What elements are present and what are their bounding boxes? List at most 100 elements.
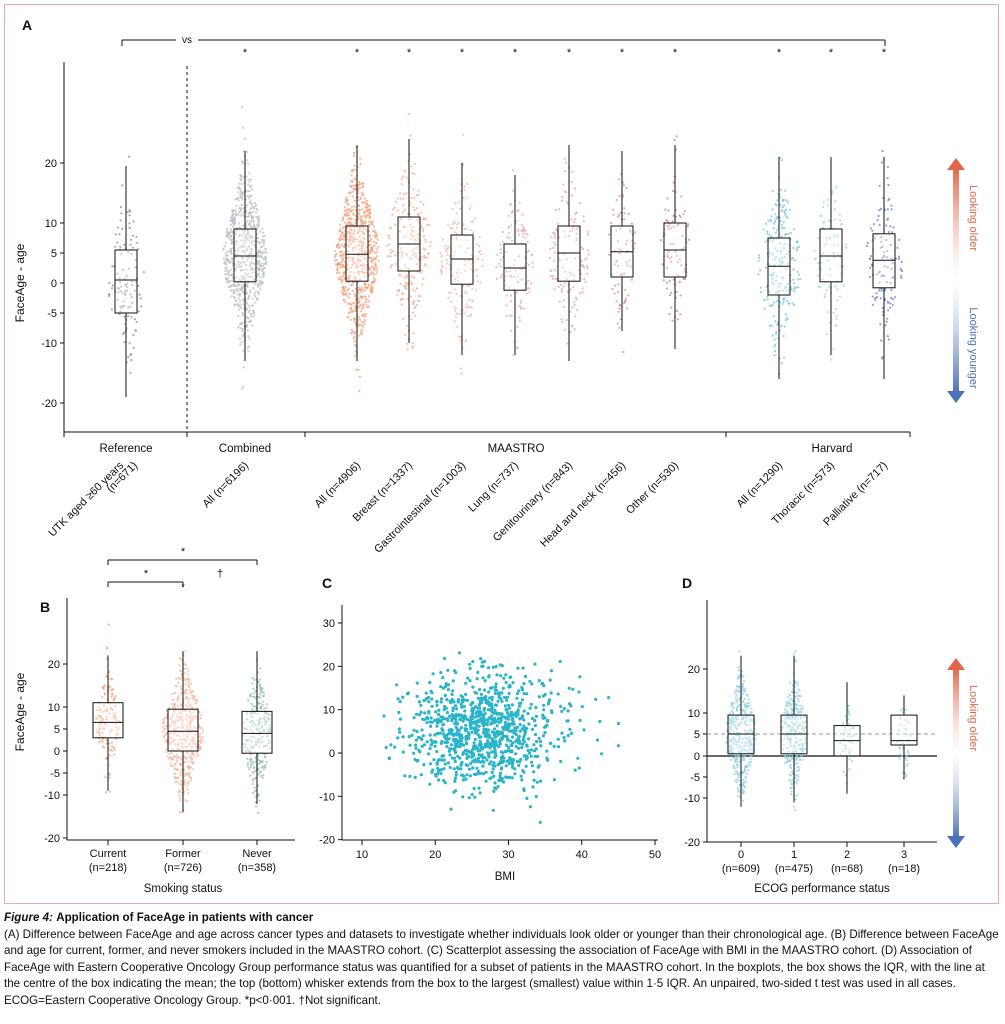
data-point — [339, 234, 342, 237]
data-point — [738, 650, 741, 653]
data-point — [224, 252, 227, 255]
panel-a-y-tick-label: -10 — [41, 338, 57, 350]
data-point — [225, 230, 228, 233]
data-point — [245, 175, 248, 178]
data-point — [227, 272, 230, 275]
data-point — [235, 288, 238, 291]
panel-d-y-tick-label: -10 — [684, 793, 700, 805]
data-point — [135, 241, 138, 244]
data-point — [142, 271, 145, 274]
data-point — [229, 228, 232, 231]
data-point — [128, 155, 131, 158]
data-point — [262, 235, 265, 238]
data-point — [117, 291, 120, 294]
data-point — [238, 303, 241, 306]
data-point — [239, 214, 242, 217]
data-point — [242, 285, 245, 288]
data-point — [242, 261, 246, 264]
data-point — [254, 204, 257, 207]
data-point — [263, 242, 266, 245]
data-point — [742, 799, 745, 802]
data-point — [246, 259, 249, 262]
data-point — [238, 226, 241, 229]
data-point — [256, 251, 259, 254]
data-point — [238, 323, 242, 326]
data-point — [239, 209, 242, 212]
data-point — [241, 387, 244, 390]
data-point — [252, 219, 255, 222]
data-point — [122, 304, 125, 307]
data-point — [237, 315, 240, 318]
data-point — [250, 219, 253, 222]
data-point — [129, 293, 132, 296]
data-point — [238, 283, 241, 287]
data-point — [249, 178, 252, 181]
data-point — [250, 271, 254, 274]
data-point — [242, 230, 245, 233]
data-point — [130, 296, 133, 299]
data-point — [120, 212, 123, 215]
data-point — [244, 263, 247, 266]
vs-label: vs — [182, 35, 192, 46]
significance-star: * — [567, 47, 572, 59]
data-point — [363, 250, 366, 253]
data-point — [253, 295, 256, 298]
data-point — [747, 769, 750, 772]
panel-d-y-tick-label: -20 — [684, 837, 700, 849]
data-point — [232, 221, 235, 224]
data-point — [135, 235, 138, 238]
data-point — [226, 254, 229, 257]
data-point — [119, 310, 122, 313]
data-point — [368, 204, 371, 207]
data-point — [260, 280, 263, 284]
data-point — [247, 296, 250, 299]
panel-d-y-tick-label: 0 — [694, 751, 700, 763]
data-point — [264, 257, 267, 261]
data-point — [241, 327, 245, 331]
box-iqr — [233, 228, 257, 283]
data-point — [253, 301, 256, 304]
data-point — [128, 214, 131, 217]
data-point — [120, 285, 123, 288]
data-point — [244, 252, 247, 255]
group-label: Combined — [219, 443, 271, 455]
data-point — [249, 321, 252, 324]
data-point — [232, 216, 235, 219]
data-point — [123, 277, 126, 280]
data-point — [229, 268, 233, 271]
data-point — [123, 341, 126, 344]
data-point — [256, 298, 259, 301]
data-point — [261, 241, 264, 244]
data-point — [242, 239, 245, 242]
data-point — [248, 180, 251, 183]
data-point — [242, 303, 245, 306]
data-point — [733, 767, 736, 770]
data-point — [264, 263, 267, 266]
data-point — [247, 311, 250, 314]
data-point — [251, 240, 255, 243]
data-point — [249, 275, 252, 278]
data-point — [241, 312, 244, 315]
data-point — [234, 256, 237, 259]
data-point — [231, 211, 234, 214]
data-point — [245, 315, 248, 318]
data-point — [240, 270, 243, 273]
data-point — [235, 240, 238, 243]
data-point — [249, 260, 253, 263]
data-point — [248, 239, 251, 242]
data-point — [252, 311, 255, 314]
data-point — [263, 274, 266, 277]
data-point — [124, 289, 127, 293]
data-point — [246, 268, 249, 271]
data-point — [248, 256, 251, 259]
data-point — [232, 213, 235, 216]
data-point — [237, 253, 240, 256]
data-point — [252, 206, 255, 209]
data-point — [245, 159, 249, 162]
data-point — [239, 300, 242, 303]
data-point — [230, 289, 233, 292]
data-point — [246, 329, 249, 332]
data-point — [239, 177, 242, 180]
data-point — [255, 296, 258, 300]
data-point — [238, 182, 241, 185]
